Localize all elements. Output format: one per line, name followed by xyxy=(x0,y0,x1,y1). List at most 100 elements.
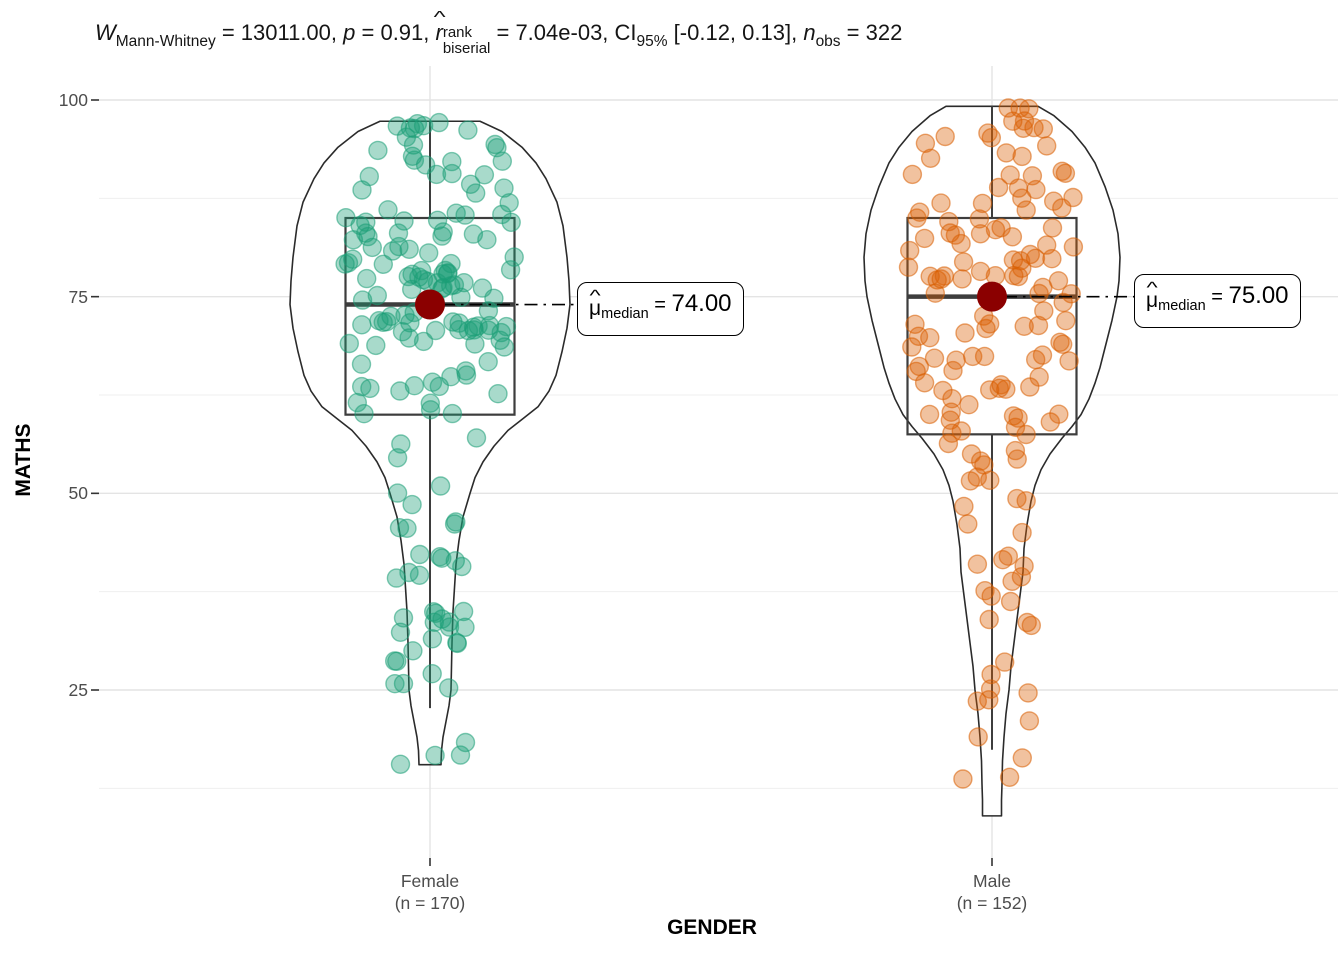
data-point xyxy=(999,767,1020,787)
data-point xyxy=(981,664,1001,685)
data-point xyxy=(352,290,373,310)
data-point xyxy=(456,365,477,385)
median-value: 74.00 xyxy=(671,290,732,317)
data-point xyxy=(396,127,417,147)
data-point xyxy=(485,134,505,155)
data-point xyxy=(367,285,387,306)
data-point xyxy=(387,483,408,503)
data-point xyxy=(978,123,998,143)
data-point xyxy=(391,434,411,454)
data-point xyxy=(1028,315,1049,336)
data-point xyxy=(985,219,1006,240)
data-point xyxy=(439,617,460,637)
data-point xyxy=(1014,556,1034,576)
data-point xyxy=(1003,111,1023,131)
data-point xyxy=(419,243,439,263)
data-point xyxy=(1016,424,1036,445)
data-point xyxy=(386,568,407,588)
data-point xyxy=(425,745,445,766)
boxplot-male xyxy=(906,216,1078,436)
data-point xyxy=(961,444,982,464)
data-point xyxy=(425,320,446,341)
data-point xyxy=(924,348,945,368)
data-point xyxy=(953,252,974,272)
data-point xyxy=(1008,266,1029,287)
data-point xyxy=(1012,146,1032,167)
data-point xyxy=(369,311,389,331)
median-subscript: median xyxy=(1158,298,1206,314)
data-point xyxy=(980,380,1000,400)
data-point xyxy=(952,269,972,289)
data-point xyxy=(933,380,953,401)
data-point xyxy=(1022,166,1043,186)
data-point xyxy=(463,317,484,337)
data-point xyxy=(1020,377,1040,397)
data-point xyxy=(1012,522,1032,543)
title-segment: obs xyxy=(815,33,841,50)
data-point xyxy=(439,612,459,632)
data-point xyxy=(920,328,940,348)
data-point xyxy=(1019,711,1040,731)
data-point xyxy=(910,202,930,222)
data-point xyxy=(1055,163,1076,184)
data-point xyxy=(422,372,443,392)
title-segment: = 13011.00, xyxy=(215,20,344,45)
data-point xyxy=(352,315,372,335)
data-point xyxy=(1059,351,1079,371)
data-point xyxy=(953,769,973,789)
data-point xyxy=(478,352,498,372)
data-point xyxy=(979,690,999,710)
data-point xyxy=(466,428,487,448)
plot-title: WMann-Whitney = 13011.00, p = 0.91, ^ r ra… xyxy=(95,9,902,65)
data-point xyxy=(996,379,1016,399)
data-point xyxy=(1008,178,1029,198)
data-point xyxy=(351,354,372,374)
data-point xyxy=(407,113,428,134)
title-segment: [-0.12, 0.13], xyxy=(667,20,804,45)
median-subscript: median xyxy=(601,306,649,322)
data-point xyxy=(972,193,993,214)
data-point xyxy=(432,226,452,246)
data-point xyxy=(422,629,443,649)
data-point xyxy=(389,518,410,538)
data-point xyxy=(491,322,511,343)
data-point xyxy=(420,400,441,420)
data-point xyxy=(1040,412,1061,432)
y-tick-label-25: 25 xyxy=(68,680,88,700)
data-point xyxy=(981,586,1001,606)
data-point xyxy=(452,556,472,577)
data-point xyxy=(357,268,377,289)
data-point xyxy=(382,241,403,261)
data-point xyxy=(1052,161,1072,182)
data-point xyxy=(1002,227,1023,247)
title-segment: n xyxy=(803,20,816,45)
data-point xyxy=(385,651,405,671)
data-point xyxy=(1012,748,1032,768)
y-tick-label-75: 75 xyxy=(68,286,88,307)
data-point xyxy=(385,674,405,694)
mu-hat: ^ μ xyxy=(589,286,602,320)
data-point xyxy=(463,224,484,244)
data-point xyxy=(960,471,981,491)
data-point xyxy=(1018,683,1038,703)
boxplot-female xyxy=(344,216,516,416)
data-point xyxy=(1016,200,1036,220)
data-point xyxy=(1034,301,1054,321)
data-point xyxy=(453,601,474,622)
data-point xyxy=(998,546,1018,566)
data-point xyxy=(402,279,422,300)
data-point xyxy=(347,392,367,413)
median-label-male: ^ μ median = 75.00 xyxy=(1134,274,1301,328)
data-point xyxy=(942,423,962,443)
data-point xyxy=(979,609,999,630)
title-segment: W xyxy=(95,20,116,45)
data-point xyxy=(446,512,466,532)
data-point xyxy=(472,278,493,298)
data-point xyxy=(963,346,983,367)
data-point xyxy=(388,223,409,243)
data-point xyxy=(427,210,448,231)
data-point xyxy=(935,126,955,147)
data-point xyxy=(914,373,935,393)
data-point xyxy=(451,287,471,307)
